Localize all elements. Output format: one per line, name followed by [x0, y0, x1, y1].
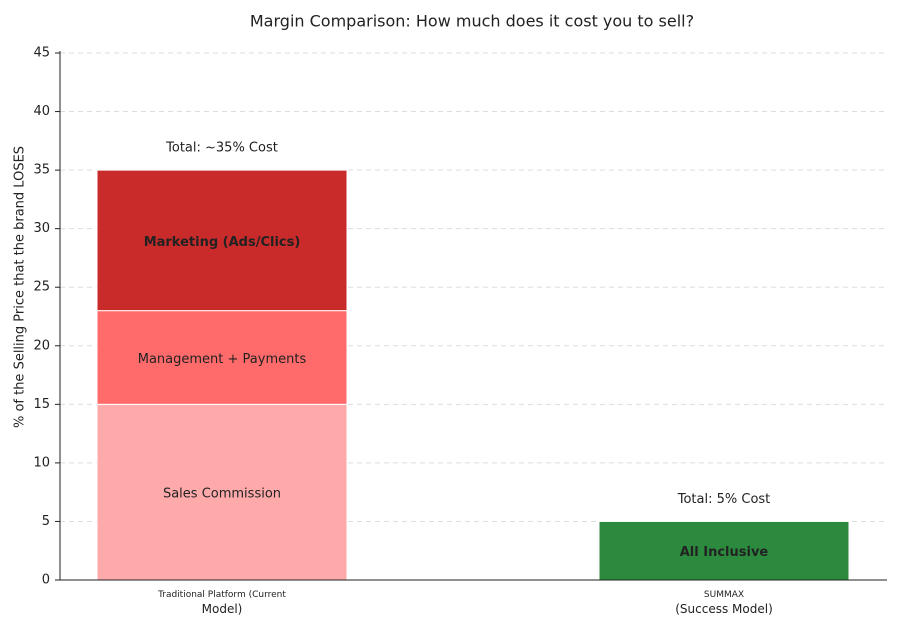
segment-label: Marketing (Ads/Clics)	[144, 235, 301, 250]
bar-segment	[96, 310, 348, 405]
y-tick-label: 40	[33, 104, 50, 119]
bar-segment	[96, 169, 348, 312]
chart-title: Margin Comparison: How much does it cost…	[250, 12, 694, 31]
segment-label: All Inclusive	[680, 545, 769, 560]
segment-label: Management + Payments	[138, 352, 307, 367]
total-annotation: Total: ~35% Cost	[165, 141, 278, 156]
y-tick-label: 15	[33, 397, 50, 412]
y-tick-label: 10	[33, 455, 50, 470]
y-axis-label: % of the Selling Price that the brand LO…	[13, 146, 28, 428]
y-tick-label: 25	[33, 280, 50, 295]
y-tick-label: 5	[42, 514, 50, 529]
x-tick-label: Traditional Platform (Current Model)	[157, 590, 286, 616]
total-annotation: Total: 5% Cost	[677, 492, 771, 507]
y-tick-label: 30	[33, 221, 50, 236]
y-tick-label: 0	[42, 573, 50, 588]
x-tick-label: SUMMAX (Success Model)	[675, 590, 773, 616]
y-tick-label: 35	[33, 163, 50, 178]
bar-segment	[96, 403, 348, 581]
y-tick-label: 20	[33, 338, 50, 353]
y-tick-label: 45	[33, 46, 50, 61]
segment-label: Sales Commission	[163, 487, 281, 502]
